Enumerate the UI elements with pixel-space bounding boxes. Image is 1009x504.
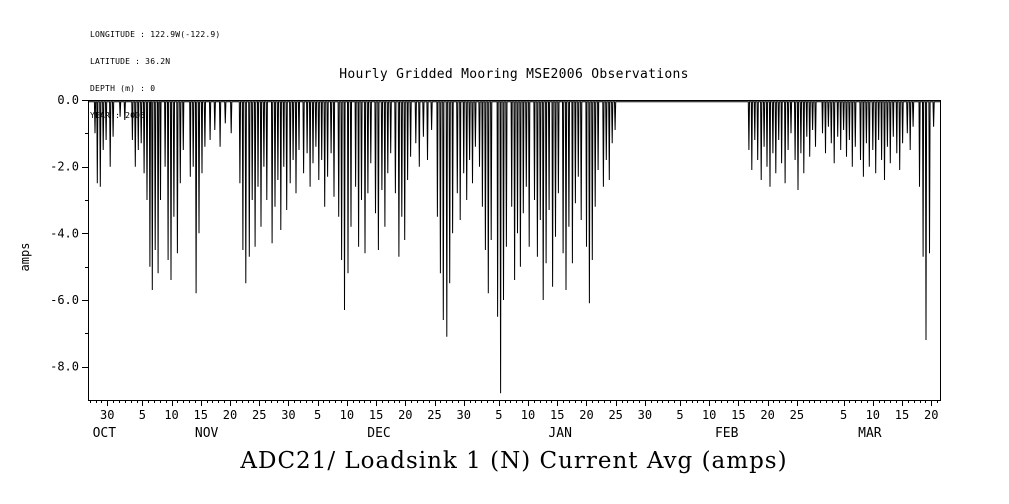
- x-tick-label: 30: [100, 408, 114, 422]
- metadata-depth: DEPTH (m) : 0: [90, 84, 156, 93]
- x-tick-label: 5: [139, 408, 146, 422]
- y-tick-label: -8.0: [50, 360, 79, 374]
- y-axis: 0.0 -2.0 -4.0 -6.0 -8.0: [50, 93, 88, 374]
- y-tick-label: -2.0: [50, 160, 79, 174]
- x-tick-label: 20: [760, 408, 774, 422]
- chart-title: Hourly Gridded Mooring MSE2006 Observati…: [339, 67, 689, 82]
- y-tick-label: -4.0: [50, 226, 79, 240]
- plot-frame: [88, 100, 941, 401]
- x-tick-label: 5: [314, 408, 321, 422]
- x-tick-label: 20: [924, 408, 938, 422]
- x-tick-label: 15: [194, 408, 208, 422]
- x-tick-label: 10: [340, 408, 354, 422]
- x-tick-label: 25: [790, 408, 804, 422]
- month-label: DEC: [367, 426, 390, 441]
- month-label: MAR: [858, 426, 882, 441]
- x-tick-label: 20: [579, 408, 593, 422]
- x-tick-label: 15: [550, 408, 564, 422]
- chart-caption: ADC21/ Loadsink 1 (N) Current Avg (amps): [240, 448, 788, 474]
- y-tick-label: 0.0: [57, 93, 79, 107]
- x-tick-label: 10: [521, 408, 535, 422]
- month-label: JAN: [548, 426, 571, 441]
- x-tick-label: 20: [223, 408, 237, 422]
- x-tick-label: 30: [457, 408, 471, 422]
- metadata-latitude: LATITUDE : 36.2N: [90, 57, 171, 66]
- x-tick-label: 25: [252, 408, 266, 422]
- x-tick-label: 30: [281, 408, 295, 422]
- x-tick-label: 15: [895, 408, 909, 422]
- x-tick-label: 5: [495, 408, 502, 422]
- x-axis: 30 5 10 15 20 25 30 5 10 15 20 25 30 5 10 15 20 25 30 5 10 15…: [90, 400, 938, 441]
- month-label: NOV: [195, 426, 219, 441]
- x-tick-label: 5: [840, 408, 847, 422]
- x-tick-label: 25: [608, 408, 622, 422]
- y-tick-label: -6.0: [50, 293, 79, 307]
- x-tick-label: 15: [369, 408, 383, 422]
- metadata-longitude: LONGITUDE : 122.9W(-122.9): [90, 30, 221, 39]
- x-tick-label: 15: [731, 408, 745, 422]
- x-tick-label: 25: [427, 408, 441, 422]
- x-tick-label: 5: [676, 408, 683, 422]
- data-series: [88, 101, 940, 394]
- x-tick-label: 10: [702, 408, 716, 422]
- month-label: FEB: [715, 426, 739, 441]
- month-label: OCT: [93, 426, 117, 441]
- x-tick-label: 10: [164, 408, 178, 422]
- x-tick-label: 20: [398, 408, 412, 422]
- x-tick-label: 30: [638, 408, 652, 422]
- x-tick-label: 10: [866, 408, 880, 422]
